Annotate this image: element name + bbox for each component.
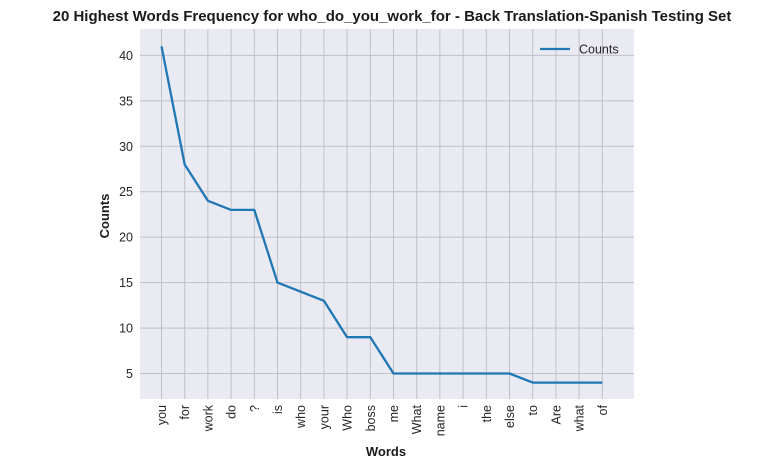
chart-title: 20 Highest Words Frequency for who_do_yo… — [53, 8, 732, 25]
x-axis-label: Words — [366, 444, 406, 459]
legend: Counts — [540, 43, 619, 57]
x-tick-label: you — [155, 405, 169, 425]
y-tick-label: 35 — [119, 94, 133, 108]
x-tick-label: i — [457, 405, 471, 408]
x-tick-label: Who — [341, 405, 355, 431]
y-tick-label: 30 — [119, 140, 133, 154]
x-tick-label: what — [573, 404, 587, 432]
legend-label-counts: Counts — [579, 43, 619, 57]
y-axis-label: Counts — [97, 194, 112, 239]
x-tick-label: work — [201, 404, 215, 432]
y-tick-label: 10 — [119, 322, 133, 336]
plot-area — [140, 29, 634, 399]
x-tick-label: the — [480, 405, 494, 422]
y-tick-label: 5 — [126, 367, 133, 381]
x-tick-label: What — [410, 404, 424, 434]
y-axis-ticks: 5 10 15 20 25 30 35 40 — [119, 49, 133, 381]
x-tick-label: Are — [549, 405, 563, 425]
x-tick-label: ? — [248, 405, 262, 412]
y-tick-label: 25 — [119, 185, 133, 199]
y-tick-label: 40 — [119, 49, 133, 63]
x-tick-label: me — [387, 405, 401, 422]
x-tick-label: for — [178, 405, 192, 420]
x-tick-label: of — [596, 404, 610, 415]
y-tick-label: 15 — [119, 276, 133, 290]
y-tick-label: 20 — [119, 231, 133, 245]
grid-lines — [140, 29, 634, 399]
x-tick-label: boss — [364, 405, 378, 431]
x-tick-label: do — [225, 405, 239, 419]
x-tick-label: name — [433, 405, 447, 436]
x-tick-label: your — [317, 405, 331, 429]
x-tick-label: who — [294, 405, 308, 429]
x-tick-label: is — [271, 405, 285, 414]
x-tick-label: else — [503, 405, 517, 428]
x-axis-ticks: you for work do? is who your Who boss me What name i… — [155, 404, 610, 436]
x-tick-label: to — [526, 405, 540, 415]
series-line-counts — [160, 46, 603, 384]
